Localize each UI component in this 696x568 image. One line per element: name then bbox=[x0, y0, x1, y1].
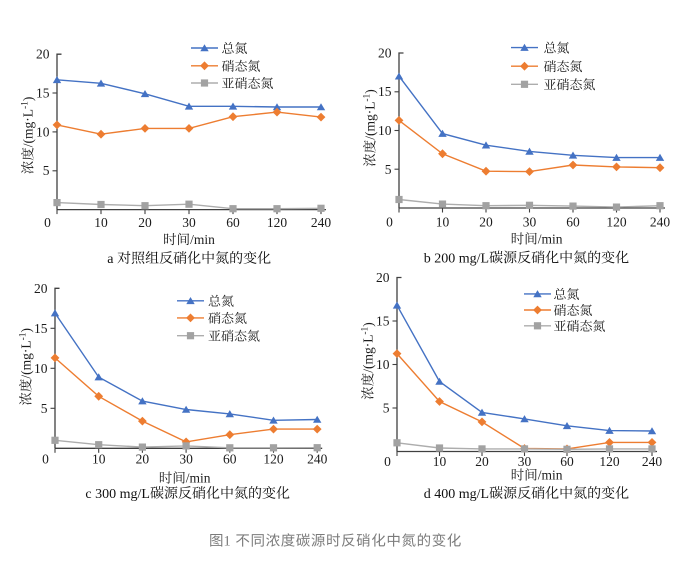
svg-text:0: 0 bbox=[386, 215, 393, 230]
svg-text:10: 10 bbox=[92, 451, 106, 466]
svg-text:20: 20 bbox=[36, 47, 50, 62]
svg-text:/(mg·L: /(mg·L bbox=[19, 340, 34, 378]
svg-text:120: 120 bbox=[267, 215, 288, 230]
svg-text:15: 15 bbox=[34, 321, 48, 336]
svg-text:/min: /min bbox=[538, 232, 563, 247]
svg-text:60: 60 bbox=[566, 215, 580, 230]
svg-text:20: 20 bbox=[34, 281, 48, 296]
svg-text:d 400 mg/L: d 400 mg/L bbox=[424, 487, 489, 502]
svg-text:b 200 mg/L: b 200 mg/L bbox=[424, 251, 489, 266]
svg-text:20: 20 bbox=[136, 451, 150, 466]
svg-text:a: a bbox=[107, 252, 114, 267]
svg-text:5: 5 bbox=[385, 162, 392, 177]
svg-text:15: 15 bbox=[36, 86, 50, 101]
svg-text:60: 60 bbox=[223, 451, 237, 466]
svg-text:15: 15 bbox=[378, 84, 392, 99]
svg-text:/(mg·L: /(mg·L bbox=[363, 102, 378, 140]
svg-text:-1: -1 bbox=[21, 101, 31, 109]
svg-text:): ) bbox=[19, 328, 34, 333]
svg-text:60: 60 bbox=[560, 454, 574, 469]
svg-text:30: 30 bbox=[182, 215, 196, 230]
svg-text:10: 10 bbox=[36, 124, 50, 139]
svg-text:10: 10 bbox=[433, 454, 447, 469]
svg-text:240: 240 bbox=[311, 215, 332, 230]
svg-text:0: 0 bbox=[384, 454, 391, 469]
svg-text:20: 20 bbox=[475, 454, 489, 469]
svg-text:-1: -1 bbox=[19, 332, 29, 340]
svg-text:240: 240 bbox=[307, 451, 328, 466]
svg-text:240: 240 bbox=[650, 215, 671, 230]
svg-text:/min: /min bbox=[190, 232, 215, 247]
svg-text:): ) bbox=[21, 97, 36, 102]
svg-text:20: 20 bbox=[138, 215, 152, 230]
svg-text:10: 10 bbox=[378, 123, 392, 138]
svg-text:): ) bbox=[363, 89, 378, 94]
svg-text:10: 10 bbox=[376, 357, 390, 372]
svg-text:240: 240 bbox=[642, 454, 663, 469]
svg-text:5: 5 bbox=[41, 401, 48, 416]
svg-text:20: 20 bbox=[479, 215, 493, 230]
svg-text:/min: /min bbox=[186, 471, 211, 486]
svg-text:60: 60 bbox=[226, 215, 240, 230]
svg-text:/min: /min bbox=[538, 468, 563, 483]
svg-text:120: 120 bbox=[599, 454, 620, 469]
svg-text:30: 30 bbox=[179, 451, 193, 466]
svg-text:10: 10 bbox=[94, 215, 108, 230]
svg-text:0: 0 bbox=[42, 451, 49, 466]
svg-text:10: 10 bbox=[436, 215, 450, 230]
svg-text:120: 120 bbox=[606, 215, 627, 230]
svg-text:15: 15 bbox=[376, 314, 390, 329]
svg-text:): ) bbox=[361, 322, 376, 327]
svg-text:30: 30 bbox=[523, 215, 537, 230]
svg-text:20: 20 bbox=[376, 270, 390, 285]
svg-text:/(mg·L: /(mg·L bbox=[21, 109, 36, 147]
svg-text:/(mg·L: /(mg·L bbox=[361, 335, 376, 373]
svg-text:5: 5 bbox=[383, 401, 390, 416]
svg-text:1: 1 bbox=[224, 534, 231, 550]
svg-text:30: 30 bbox=[518, 454, 532, 469]
svg-text:10: 10 bbox=[34, 361, 48, 376]
svg-text:5: 5 bbox=[43, 163, 50, 178]
svg-text:-1: -1 bbox=[361, 326, 371, 334]
svg-text:-1: -1 bbox=[363, 93, 373, 101]
svg-text:0: 0 bbox=[44, 215, 51, 230]
svg-text:c 300 mg/L: c 300 mg/L bbox=[85, 487, 150, 502]
svg-text:120: 120 bbox=[263, 451, 284, 466]
svg-text:20: 20 bbox=[378, 46, 392, 61]
